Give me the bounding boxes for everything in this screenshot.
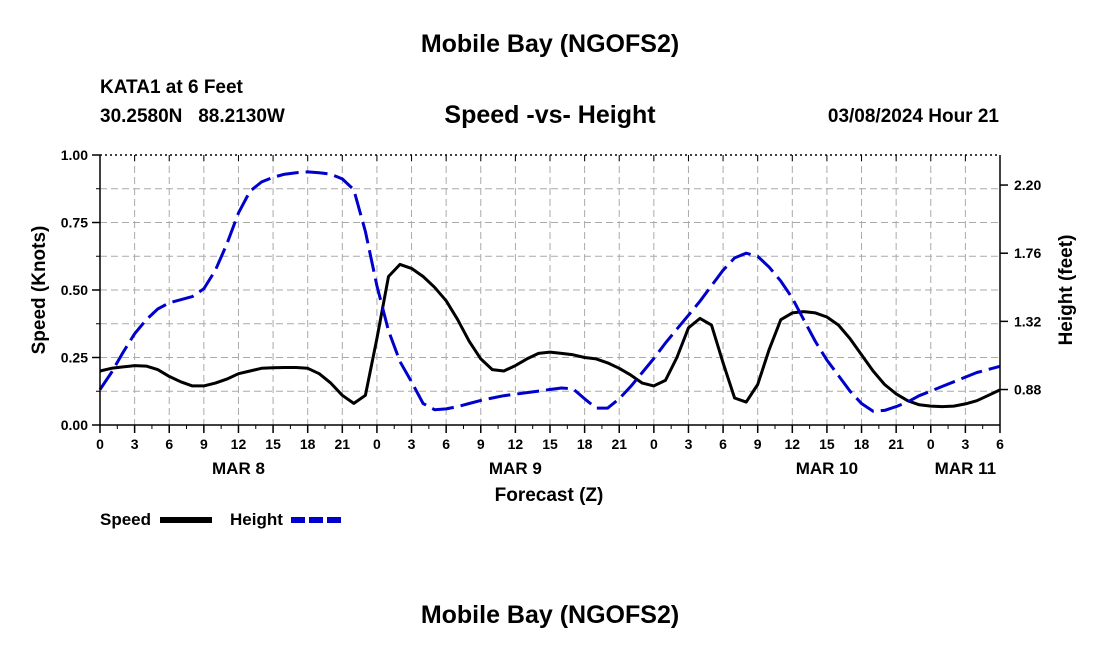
series-line-height <box>98 170 1001 413</box>
x-tick-label: 3 <box>961 436 969 452</box>
x-tick-label: 18 <box>577 436 593 452</box>
x-tick-label: 3 <box>131 436 139 452</box>
x-tick-label: 21 <box>611 436 627 452</box>
x-tick-label: 6 <box>165 436 173 452</box>
x-tick-label: 0 <box>927 436 935 452</box>
x-tick-label: 12 <box>785 436 801 452</box>
day-label: MAR 10 <box>796 459 858 478</box>
x-tick-label: 15 <box>819 436 835 452</box>
x-tick-label: 9 <box>754 436 762 452</box>
legend-speed-label: Speed <box>100 510 151 529</box>
x-tick-label: 12 <box>508 436 524 452</box>
legend: Speed Height <box>100 510 342 529</box>
legend-height-label: Height <box>230 510 283 529</box>
y-right-tick-label: 2.20 <box>1014 177 1041 193</box>
right-axis-label: Height (feet) <box>1056 235 1077 346</box>
x-tick-label: 3 <box>685 436 693 452</box>
y-left-tick-label: 1.00 <box>61 147 88 163</box>
x-tick-label: 9 <box>477 436 485 452</box>
x-tick-label: 6 <box>442 436 450 452</box>
x-tick-label: 15 <box>265 436 281 452</box>
y-right-tick-label: 0.88 <box>1014 382 1041 398</box>
y-left-tick-label: 0.00 <box>61 417 88 433</box>
station-name: KATA1 at 6 Feet <box>100 77 243 98</box>
day-label: MAR 8 <box>212 459 265 478</box>
station-coordinates: 30.2580N 88.2130W <box>100 106 285 127</box>
x-tick-label: 15 <box>542 436 558 452</box>
y-left-tick-label: 0.25 <box>61 350 88 366</box>
left-axis-label: Speed (Knots) <box>29 226 50 355</box>
x-tick-label: 0 <box>96 436 104 452</box>
day-label: MAR 11 <box>935 459 996 478</box>
chart-axes: 0 3 6 9 12 15 18 21 0 3 6 9 12 15 18 21 0 3 6 9 12 15 18 21 0 3 6M… <box>61 147 1042 478</box>
y-left-tick-label: 0.50 <box>61 282 88 298</box>
x-axis-label: Forecast (Z) <box>495 485 604 506</box>
footer-title: Mobile Bay (NGOFS2) <box>420 601 680 629</box>
series-layer <box>98 170 1001 413</box>
x-tick-label: 3 <box>408 436 416 452</box>
x-tick-label: 21 <box>888 436 904 452</box>
chart-subtitle: Speed -vs- Height <box>444 101 656 129</box>
x-tick-label: 18 <box>854 436 870 452</box>
chart-grid <box>100 155 1000 425</box>
speed-height-chart: 0 3 6 9 12 15 18 21 0 3 6 9 12 15 18 21 0 3 6 9 12 15 18 21 0 3 6M… <box>29 147 1077 529</box>
main-title: Mobile Bay (NGOFS2) <box>420 30 680 58</box>
series-line-speed <box>99 262 1001 409</box>
x-tick-label: 0 <box>373 436 381 452</box>
x-tick-label: 6 <box>719 436 727 452</box>
x-tick-label: 0 <box>650 436 658 452</box>
y-right-tick-label: 1.32 <box>1014 313 1041 329</box>
y-right-tick-label: 1.76 <box>1014 245 1041 261</box>
x-tick-label: 6 <box>996 436 1004 452</box>
x-tick-label: 18 <box>300 436 316 452</box>
x-tick-label: 9 <box>200 436 208 452</box>
forecast-timestamp: 03/08/2024 Hour 21 <box>827 106 999 127</box>
x-tick-label: 12 <box>231 436 247 452</box>
chart-labels: Forecast (Z) Speed (Knots) Height (feet) <box>29 226 1077 506</box>
day-label: MAR 9 <box>489 459 542 478</box>
y-left-tick-label: 0.75 <box>61 215 88 231</box>
x-tick-label: 21 <box>335 436 351 452</box>
